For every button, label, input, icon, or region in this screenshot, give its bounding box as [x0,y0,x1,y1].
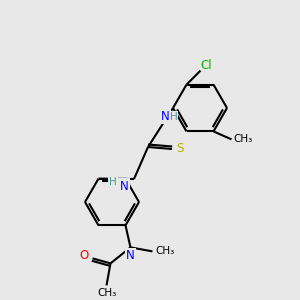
Text: N: N [120,179,128,193]
Text: CH₃: CH₃ [233,134,252,144]
Text: H: H [109,177,117,187]
Text: N: N [126,249,135,262]
Text: CH₃: CH₃ [155,246,174,256]
Text: Cl: Cl [201,59,212,72]
Text: N: N [161,110,170,123]
Text: O: O [80,249,89,262]
Text: S: S [176,142,184,155]
Text: H: H [169,112,177,122]
Text: CH₃: CH₃ [97,288,116,298]
